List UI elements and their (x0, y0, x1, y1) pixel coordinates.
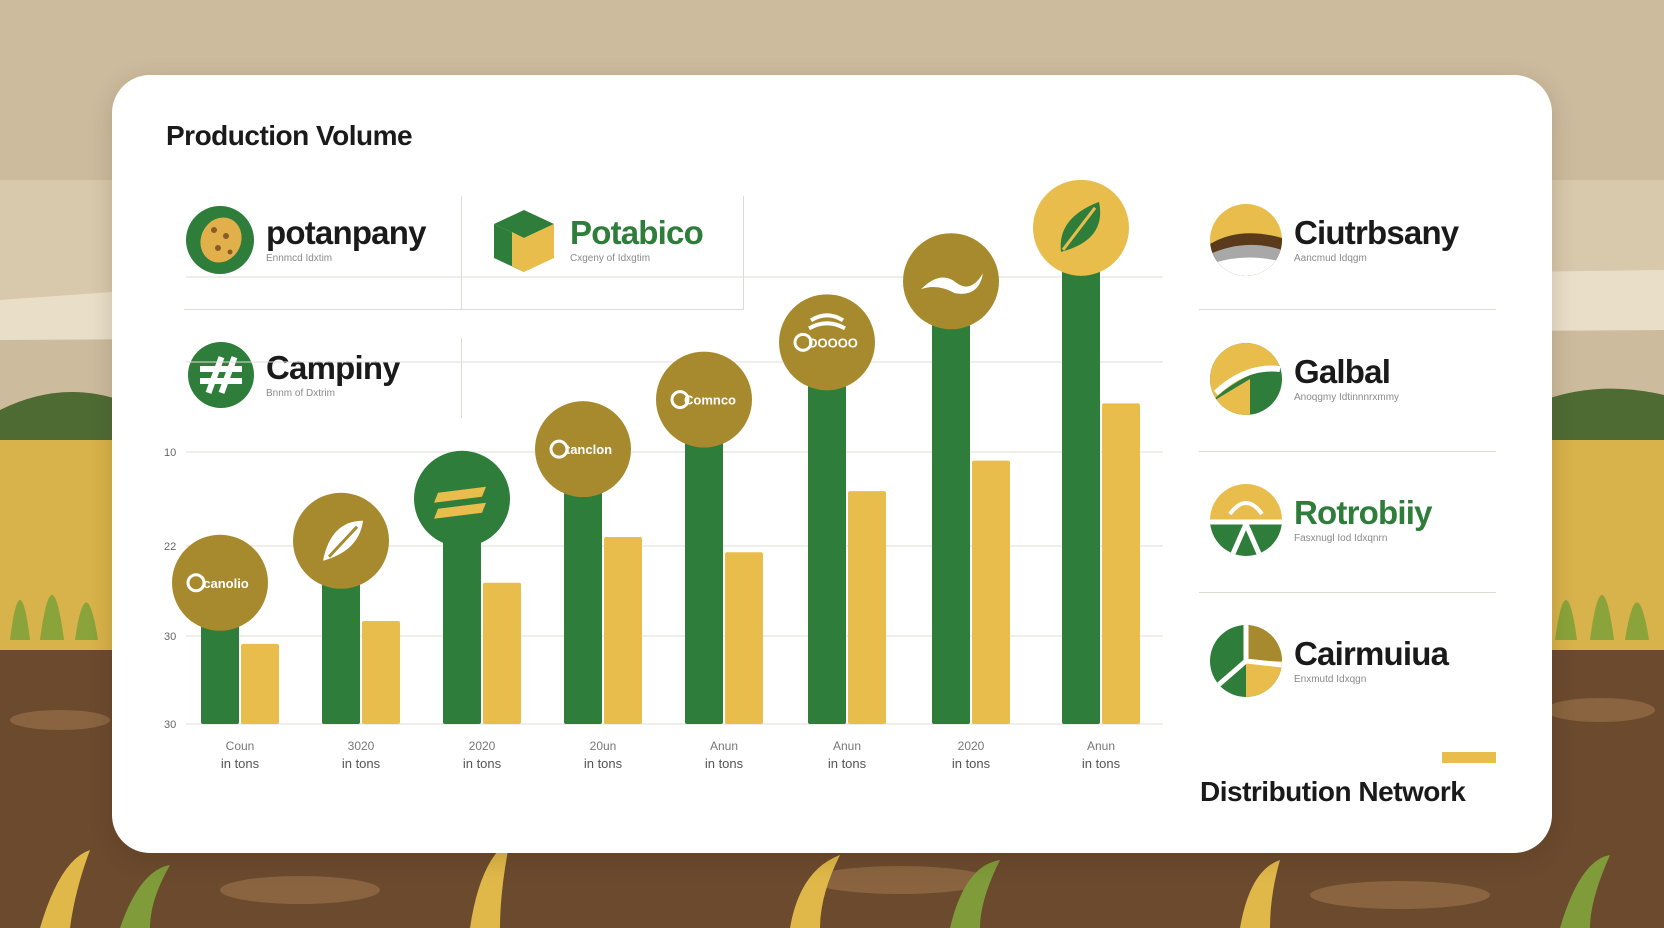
brand-divider (461, 338, 462, 418)
brand-name: Rotrobiiy (1294, 493, 1432, 531)
chart-card (112, 75, 1552, 853)
brand-name: Campiny (266, 348, 401, 386)
distribution-title: Distribution Network (1200, 776, 1466, 807)
globe-swoosh-logo-icon (1210, 343, 1282, 415)
brand-divider (461, 196, 462, 310)
brand-potanpany: potanpany Ennmcd Idxtim (186, 206, 426, 274)
chart-title: Production Volume (166, 120, 413, 151)
brand-divider (1199, 451, 1496, 452)
cube-logo-icon (494, 210, 554, 272)
brand-divider (743, 196, 744, 310)
brand-campiny: Campiny Bnnm of Dxtrim (188, 342, 401, 408)
brand-name: Potabico (570, 213, 704, 251)
brand-tagline: Cxgeny of Idxgtim (570, 253, 651, 265)
sun-field-logo-icon (1210, 484, 1282, 556)
brand-name: Ciutrbsany (1294, 213, 1459, 251)
brand-potabico: Potabico Cxgeny of Idxgtim (490, 206, 704, 274)
distribution-legend-swatch (1442, 752, 1496, 763)
brand-ciutrbsany: Ciutrbsany Aancmud Idqgm (1210, 204, 1459, 276)
brand-cairmuiua: Cairmuiua Enxmutd Idxqgn (1210, 625, 1449, 697)
split-mark-logo-icon (188, 342, 254, 408)
brand-tagline: Aancmud Idqgm (1294, 253, 1367, 265)
brand-divider (184, 309, 744, 310)
brand-name: Galbal (1294, 352, 1391, 390)
brand-galbal: Galbal Anoqgmy Idtinnnrxmmy (1210, 343, 1399, 415)
brand-tagline: Enxmutd Idxqgn (1294, 674, 1367, 686)
potato-logo-icon (186, 206, 254, 274)
pinwheel-logo-icon (1210, 625, 1282, 697)
brand-rotrobiiy: Rotrobiiy Fasxnugl Iod Idxqnrn (1210, 484, 1432, 556)
brand-tagline: Anoqgmy Idtinnnrxmmy (1294, 392, 1400, 404)
brand-tagline: Fasxnugl Iod Idxqnrn (1294, 533, 1388, 545)
brand-divider (1199, 592, 1496, 593)
brand-name: potanpany (266, 213, 426, 251)
sunrise-logo-icon (1210, 204, 1282, 276)
brand-divider (1199, 309, 1496, 310)
brand-tagline: Bnnm of Dxtrim (266, 388, 335, 400)
brand-tagline: Ennmcd Idxtim (266, 253, 333, 265)
brand-name: Cairmuiua (1294, 634, 1449, 672)
